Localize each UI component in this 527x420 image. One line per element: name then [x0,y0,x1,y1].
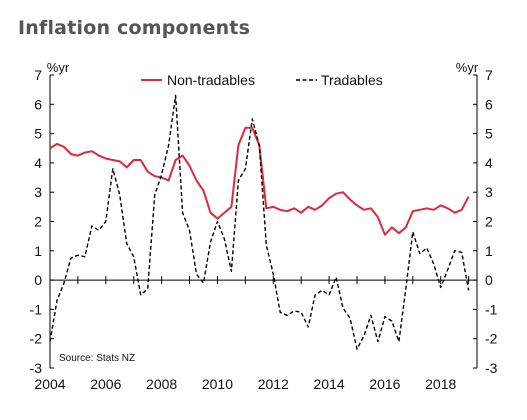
x-tick-label: 2014 [314,376,345,392]
y-tick-label-left: 0 [34,272,42,288]
y-tick-label-right: 0 [485,272,493,288]
y-tick-label-left: 3 [34,184,42,200]
x-tick-label: 2018 [425,376,456,392]
y-tick-label-left: 4 [34,155,42,171]
left-axis-unit: %yr [47,60,70,75]
series-line-tradables [49,94,470,350]
right-axis-unit: %yr [456,60,479,75]
source-note: Source: Stats NZ [59,353,135,364]
y-tick-label-left: -2 [30,331,43,347]
y-tick-label-right: 4 [485,155,493,171]
y-tick-label-right: -2 [485,331,498,347]
y-tick-label-left: 1 [34,243,42,259]
chart-title: Inflation components [18,17,251,39]
y-tick-label-right: -1 [485,301,498,317]
legend-label: Tradables [321,72,383,88]
x-tick-label: 2008 [146,376,177,392]
y-tick-label-right: 6 [485,96,493,112]
y-tick-label-right: 7 [485,67,493,83]
legend-label: Non-tradables [167,72,255,88]
x-tick-label: 2012 [258,376,289,392]
y-tick-label-right: 5 [485,126,493,142]
y-tick-label-left: -3 [30,360,43,376]
y-tick-label-left: 7 [34,67,42,83]
series-lines [49,94,470,350]
x-tick-label: 2016 [369,376,400,392]
y-tick-label-right: 1 [485,243,493,259]
y-tick-label-right: -3 [485,360,498,376]
y-tick-label-right: 2 [485,214,493,230]
y-tick-label-right: 3 [485,184,493,200]
legend: Non-tradables Tradables [141,72,383,88]
y-tick-label-left: -1 [30,301,43,317]
x-tick-label: 2004 [34,376,65,392]
x-tick-label: 2006 [90,376,121,392]
x-tick-label: 2010 [202,376,233,392]
y-tick-label-left: 5 [34,126,42,142]
y-tick-label-left: 2 [34,214,42,230]
y-tick-label-left: 6 [34,96,42,112]
